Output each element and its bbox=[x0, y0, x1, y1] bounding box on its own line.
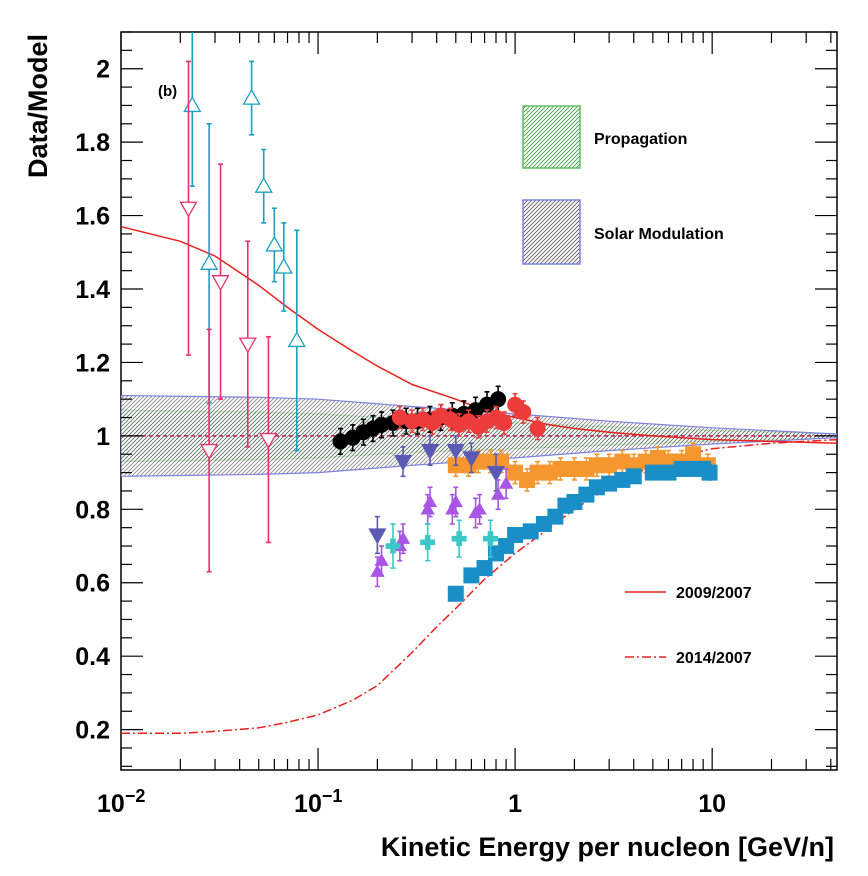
data-point bbox=[242, 88, 261, 105]
data-point bbox=[447, 585, 464, 602]
data-point bbox=[274, 257, 293, 274]
x-tick-label: 1 bbox=[508, 790, 522, 818]
x-tick-label: 10−1 bbox=[294, 786, 342, 818]
y-tick-label: 1.8 bbox=[75, 129, 110, 157]
data-point bbox=[451, 531, 467, 547]
data-point bbox=[644, 464, 661, 481]
legend-swatch-solar-modulation bbox=[522, 199, 581, 265]
data-point bbox=[420, 534, 436, 550]
data-point bbox=[448, 494, 463, 508]
legend-label-2014-2007: 2014/2007 bbox=[676, 650, 752, 667]
y-tick-label: 0.4 bbox=[75, 643, 110, 671]
ratio-curves bbox=[121, 225, 837, 735]
data-point bbox=[462, 451, 481, 468]
series-filled-circle-red bbox=[391, 392, 546, 441]
data-point bbox=[370, 564, 385, 577]
data-point bbox=[476, 560, 493, 577]
data-point bbox=[446, 443, 465, 460]
data-point bbox=[491, 487, 506, 500]
data-point bbox=[498, 476, 514, 489]
x-axis-title: Kinetic Energy per nucleon [GeV/n] bbox=[381, 832, 834, 862]
curve-2009-2007 bbox=[121, 225, 837, 444]
axis-tick-labels: 0.2 0.4 0.6 0.8 1 1.2 1.4 1.6 1.8 2 10−2 10−1 1 10 bbox=[75, 56, 726, 818]
axis-ticks bbox=[120, 31, 837, 770]
data-point bbox=[287, 331, 306, 348]
data-point bbox=[211, 275, 230, 291]
data-point bbox=[420, 443, 440, 460]
data-point bbox=[490, 391, 507, 408]
y-tick-label: 2 bbox=[96, 56, 110, 84]
data-point bbox=[552, 460, 569, 477]
y-tick-label: 1.6 bbox=[75, 203, 110, 231]
x-tick-label: 10−2 bbox=[97, 786, 145, 818]
data-point bbox=[368, 528, 387, 545]
series-filled-square-blue bbox=[447, 460, 718, 602]
series-filled-cross-turquoise bbox=[385, 519, 498, 569]
data-point bbox=[395, 531, 411, 544]
series-open-down-triangle-pink bbox=[179, 60, 278, 573]
data-point bbox=[254, 176, 273, 193]
legend: Propagation Solar Modulation 2009/2007 2… bbox=[522, 105, 752, 667]
data-point bbox=[179, 201, 198, 218]
curve-2014-2007 bbox=[121, 438, 837, 735]
y-tick-label: 0.8 bbox=[75, 496, 110, 524]
data-point bbox=[238, 337, 257, 354]
data-point bbox=[685, 446, 702, 463]
y-axis-title: Data/Model bbox=[23, 34, 53, 178]
data-point bbox=[486, 465, 506, 482]
data-point bbox=[701, 464, 718, 481]
data-point bbox=[385, 538, 401, 554]
data-point bbox=[265, 235, 284, 252]
legend-label-propagation: Propagation bbox=[594, 131, 687, 148]
data-point bbox=[496, 415, 513, 432]
y-tick-label: 0.6 bbox=[75, 570, 110, 598]
data-point bbox=[199, 254, 219, 270]
data-point bbox=[515, 404, 532, 421]
series-open-up-triangle-cyan bbox=[183, 32, 306, 452]
data-series bbox=[179, 32, 718, 602]
y-tick-label: 1.2 bbox=[75, 349, 110, 377]
legend-label-2009-2007: 2009/2007 bbox=[676, 585, 752, 602]
data-point bbox=[183, 96, 202, 113]
data-point bbox=[393, 454, 413, 471]
data-point bbox=[422, 494, 438, 508]
y-tick-label: 1.4 bbox=[75, 276, 110, 304]
data-point bbox=[482, 531, 498, 547]
data-point bbox=[507, 527, 524, 544]
data-point bbox=[625, 468, 642, 485]
series-filled-down-triangle-slateblue bbox=[368, 435, 506, 555]
data-point bbox=[529, 420, 546, 437]
y-tick-label: 1 bbox=[96, 423, 110, 451]
panel-label: (b) bbox=[158, 83, 177, 100]
legend-swatch-propagation bbox=[522, 105, 581, 169]
y-tick-label: 0.2 bbox=[75, 717, 110, 745]
legend-label-solar-modulation: Solar Modulation bbox=[594, 226, 724, 243]
x-tick-label: 10 bbox=[698, 790, 726, 818]
data-point bbox=[374, 553, 389, 566]
data-point bbox=[199, 443, 219, 460]
data-point bbox=[259, 432, 278, 449]
data-point bbox=[472, 502, 487, 515]
